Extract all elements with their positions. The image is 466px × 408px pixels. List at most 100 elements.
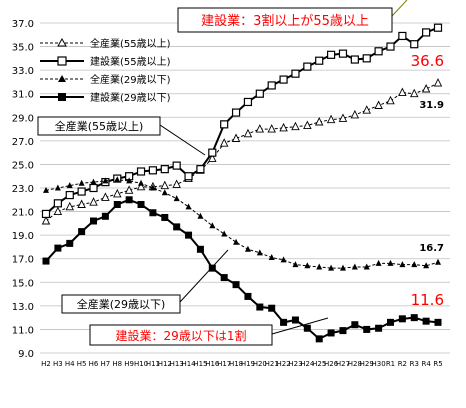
data-point [422, 28, 431, 37]
data-point [136, 167, 146, 176]
x-tick-label: H12 [158, 360, 172, 368]
data-point [375, 324, 383, 332]
data-point [410, 314, 418, 322]
data-point [160, 165, 169, 174]
x-tick-label: H28 [348, 360, 362, 368]
x-tick-label: H14 [181, 360, 196, 368]
x-tick-label: H16 [205, 360, 220, 368]
data-point [398, 87, 407, 96]
data-point [363, 263, 370, 270]
x-tick-label: H13 [170, 360, 184, 368]
data-point [411, 261, 418, 268]
data-point [124, 185, 134, 194]
legend-label-construction-55: 建設業(55歳以上) [90, 55, 171, 68]
data-point [387, 259, 394, 266]
y-tick-label: 27.0 [12, 137, 34, 148]
data-point [102, 177, 109, 184]
data-point [434, 318, 442, 326]
x-tick-label: H4 [65, 360, 75, 368]
data-point [410, 40, 419, 49]
callout-29-box [61, 294, 181, 314]
data-point [435, 258, 441, 265]
data-point [256, 303, 264, 311]
data-point [350, 55, 359, 64]
x-tick-label: H7 [101, 360, 111, 368]
data-point [316, 263, 323, 270]
data-point [279, 75, 288, 84]
label-construction-29-last: 11.6 [411, 291, 444, 309]
series-line [45, 82, 439, 222]
data-point [53, 199, 62, 208]
data-point [221, 230, 228, 237]
data-point [362, 105, 371, 114]
data-point [101, 192, 110, 201]
data-point [267, 124, 276, 133]
data-point [375, 259, 382, 266]
data-point [338, 113, 348, 122]
data-point [54, 244, 62, 252]
legend-label-all-29: 全産業(29歳以下) [90, 73, 171, 86]
data-point [54, 184, 61, 191]
legend: 全産業(55歳以上) 建設業(55歳以上) 全産業(29歳以下) 建設業(29歳… [40, 37, 171, 104]
data-point [351, 263, 358, 270]
x-tick-label: H19 [241, 360, 255, 368]
data-point [256, 249, 263, 256]
bottom-annotation-box [89, 324, 273, 346]
data-point [41, 209, 51, 219]
series-2 [43, 176, 441, 271]
data-point [433, 78, 443, 87]
data-point [185, 203, 192, 210]
data-point [386, 42, 395, 51]
data-point [65, 190, 74, 200]
data-point [149, 184, 156, 191]
data-point [89, 183, 98, 193]
data-point [326, 114, 336, 124]
data-point [172, 161, 181, 170]
data-point [149, 209, 157, 217]
data-point [326, 50, 336, 59]
x-tick-label: R3 [410, 360, 419, 368]
data-point [161, 189, 168, 196]
x-tick-label: H17 [217, 360, 231, 368]
data-point [220, 120, 229, 129]
data-point [126, 177, 133, 184]
data-point [315, 335, 323, 343]
data-point [41, 215, 51, 225]
y-tick-label: 13.0 [12, 302, 34, 313]
x-tick-label: H5 [77, 360, 87, 368]
data-point [399, 261, 406, 268]
data-point [184, 172, 193, 181]
data-point [243, 97, 253, 107]
data-point [77, 187, 86, 196]
y-tick-label: 33.0 [12, 66, 34, 77]
data-point [66, 182, 73, 189]
data-point [339, 327, 347, 335]
data-point [78, 179, 85, 186]
data-point [125, 196, 133, 204]
x-tick-label: H10 [134, 360, 148, 368]
data-point [137, 201, 145, 208]
x-tick-label: H20 [253, 360, 267, 368]
bottom-annotation-leader [271, 317, 329, 335]
y-tick-label: 15.0 [12, 278, 34, 289]
callout-55-leader [159, 124, 206, 156]
data-point [65, 201, 74, 211]
data-point [219, 138, 229, 147]
label-all-55-last: 31.9 [419, 100, 444, 111]
series-group [41, 23, 443, 343]
data-point [172, 179, 181, 188]
top-annotation-box [177, 7, 393, 33]
data-point [433, 23, 443, 32]
y-tick-label: 25.0 [12, 160, 34, 171]
data-point [173, 195, 180, 202]
data-point [231, 108, 241, 117]
data-point [90, 178, 97, 185]
data-point [197, 212, 204, 219]
top-annotation-leader [391, 0, 408, 17]
callout-29-leader [179, 249, 229, 303]
data-point [113, 188, 122, 198]
data-point [423, 262, 430, 269]
data-point [232, 281, 240, 289]
x-tick-label: R5 [433, 360, 442, 368]
data-point [161, 213, 169, 221]
